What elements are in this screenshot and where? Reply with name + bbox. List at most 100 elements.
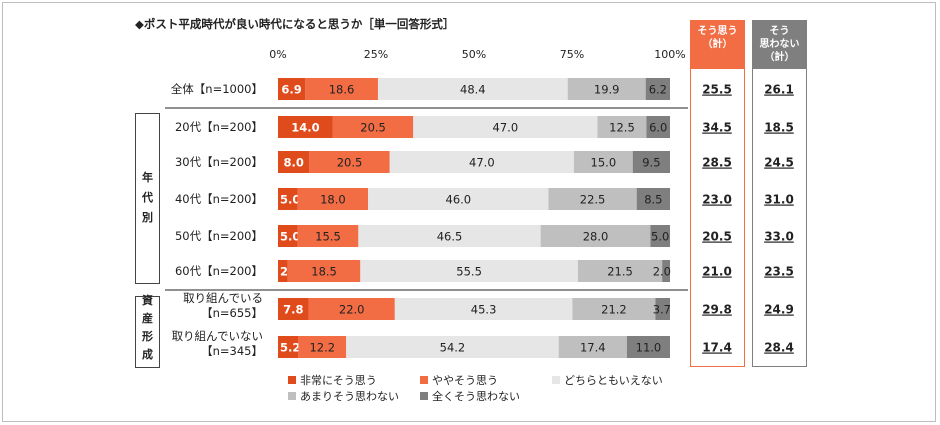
disagree-total-value: 28.4 — [764, 341, 794, 355]
bar-segment — [278, 336, 299, 358]
data-label: 22.0 — [339, 303, 365, 317]
bar-segment — [298, 336, 347, 358]
bar-segment — [572, 298, 656, 320]
disagree-total-value: 23.5 — [764, 265, 794, 279]
bar-segment — [278, 116, 333, 138]
bar-segment — [540, 225, 651, 247]
category-label: 60代【n=200】 — [175, 264, 263, 278]
bar-segment — [377, 78, 568, 100]
disagree-total-value: 24.9 — [764, 303, 794, 317]
data-label: 14.0 — [291, 121, 319, 135]
bar-segment — [597, 116, 647, 138]
bar-segment — [626, 336, 670, 358]
bar-segment — [413, 116, 598, 138]
legend-swatch — [288, 376, 296, 384]
x-tick-label: 25% — [364, 48, 388, 61]
agree-total-value: 25.5 — [702, 83, 732, 97]
data-label: 20.5 — [337, 156, 363, 170]
disagree-total-value: 24.5 — [764, 156, 794, 170]
x-tick-label: 100% — [654, 48, 685, 61]
data-label: 12.5 — [609, 121, 635, 135]
bar-segment — [548, 188, 637, 210]
data-label: 11.0 — [636, 341, 662, 355]
agree-total-value: 23.0 — [702, 193, 732, 207]
data-label: 19.9 — [594, 83, 620, 97]
x-tick-label: 50% — [462, 48, 486, 61]
bar-segment — [332, 116, 414, 138]
category-label: 取り組んでいない — [172, 329, 263, 343]
disagree-total-box — [752, 68, 807, 367]
data-label: 21.5 — [607, 265, 633, 279]
bar-segment — [394, 298, 573, 320]
bar-segment — [358, 225, 541, 247]
data-label: 17.4 — [580, 341, 606, 355]
data-label: 3.7 — [653, 303, 671, 317]
bar-segment — [278, 225, 298, 247]
data-label: 9.5 — [642, 156, 660, 170]
data-label: 7.8 — [283, 303, 303, 317]
category-label: 30代【n=200】 — [175, 155, 263, 169]
category-label: 取り組んでいる — [183, 291, 263, 305]
disagree-total-value: 18.5 — [764, 121, 794, 135]
bar-segment — [278, 78, 306, 100]
agree-total-value: 34.5 — [702, 121, 732, 135]
bar-segment — [309, 151, 390, 173]
bar-segment — [632, 151, 670, 173]
data-label: 46.0 — [446, 193, 472, 207]
data-label: 28.0 — [583, 230, 609, 244]
data-label: 8.5 — [644, 193, 662, 207]
category-label: 50代【n=200】 — [175, 229, 263, 243]
category-label: 全体【n=1000】 — [171, 82, 263, 96]
data-label: 5.2 — [280, 341, 300, 355]
bar-segment — [278, 151, 310, 173]
bar-segment — [346, 336, 559, 358]
legend-label: どちらともいえない — [564, 374, 663, 387]
data-label: 18.5 — [311, 265, 337, 279]
asset-group-label: 資 産 形 成 — [142, 294, 153, 361]
agree-total-value: 20.5 — [702, 230, 732, 244]
agree-total-value: 21.0 — [702, 265, 732, 279]
data-label: 20.5 — [360, 121, 386, 135]
bar-segment — [305, 78, 378, 100]
bar-segment — [646, 116, 670, 138]
bar-segment — [636, 188, 670, 210]
disagree-total-header: そう 思わない （計） — [752, 20, 807, 68]
data-label: 15.5 — [315, 230, 341, 244]
legend-label: ややそう思う — [432, 374, 498, 387]
data-label: 18.6 — [329, 83, 355, 97]
data-label: 6.2 — [649, 83, 667, 97]
data-label: 15.0 — [591, 156, 617, 170]
data-label: 8.0 — [283, 156, 303, 170]
data-label: 2.0 — [653, 265, 671, 279]
bar-segment — [567, 78, 646, 100]
data-label: 21.2 — [601, 303, 627, 317]
legend-label: 全くそう思わない — [432, 389, 520, 403]
bar-segment — [287, 260, 361, 282]
bar-segment — [577, 260, 663, 282]
legend-swatch — [420, 392, 428, 400]
agree-total-header: そう思う （計） — [690, 20, 745, 68]
agree-total-box — [690, 68, 745, 367]
x-tick-label: 0% — [269, 48, 286, 61]
data-label: 22.5 — [580, 193, 606, 207]
bar-segment — [655, 298, 670, 320]
bar-segment — [389, 151, 574, 173]
category-label: 【n=345】 — [201, 344, 263, 358]
disagree-total-value: 26.1 — [764, 83, 794, 97]
data-label: 6.9 — [281, 83, 301, 97]
category-label: 【n=655】 — [201, 306, 263, 320]
bar-segment — [360, 260, 578, 282]
legend-swatch — [552, 376, 560, 384]
bar-segment — [558, 336, 627, 358]
data-label: 5.0 — [280, 193, 300, 207]
data-label: 54.2 — [440, 341, 466, 355]
age-group-label: 年 代 別 — [142, 171, 153, 224]
agree-total-value: 17.4 — [702, 341, 732, 355]
bar-segment — [645, 78, 670, 100]
data-label: 47.0 — [469, 156, 495, 170]
data-label: 48.4 — [460, 83, 486, 97]
bar-segment — [662, 260, 670, 282]
bar-segment — [573, 151, 633, 173]
agree-total-value: 29.8 — [702, 303, 732, 317]
